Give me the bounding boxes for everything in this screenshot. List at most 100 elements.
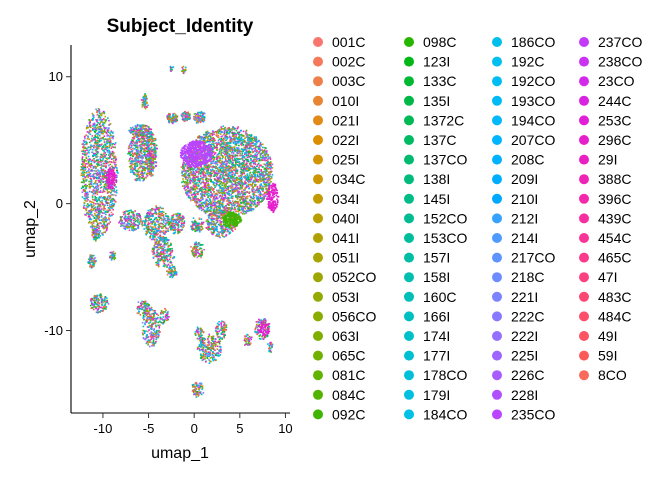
data-point [105, 201, 108, 203]
data-point [216, 158, 218, 160]
data-point [210, 160, 212, 162]
data-point [130, 148, 132, 151]
data-point [104, 210, 107, 213]
data-point [236, 172, 239, 175]
data-point [206, 130, 209, 133]
data-point [96, 206, 99, 208]
data-point [255, 205, 257, 208]
data-point [190, 198, 192, 201]
data-point [261, 200, 263, 202]
data-point [207, 182, 209, 185]
data-point [190, 194, 193, 196]
data-point [260, 164, 262, 166]
data-point [252, 182, 254, 185]
data-point [112, 137, 114, 140]
data-point [256, 155, 258, 157]
data-point [190, 168, 193, 171]
data-point [235, 188, 238, 190]
data-point [85, 208, 87, 211]
data-point [96, 208, 99, 210]
data-point [198, 200, 201, 203]
data-point [88, 212, 90, 214]
data-point [95, 220, 98, 222]
data-point [210, 162, 212, 165]
data-point [92, 198, 95, 201]
data-point [229, 208, 231, 210]
data-point [256, 142, 258, 144]
data-point [234, 159, 236, 162]
data-point [97, 172, 99, 175]
data-point [225, 189, 228, 192]
data-point [247, 183, 250, 186]
data-point [233, 174, 236, 177]
data-point [205, 209, 207, 212]
data-point [246, 146, 248, 148]
data-point [143, 148, 145, 150]
data-point [223, 130, 226, 133]
data-point [182, 163, 184, 166]
data-point [95, 155, 98, 158]
data-point [106, 191, 109, 193]
data-point [109, 206, 112, 209]
data-point [94, 214, 97, 216]
data-point [205, 182, 208, 184]
data-point [87, 136, 89, 138]
data-point [205, 175, 207, 178]
data-point [90, 191, 93, 193]
data-point [108, 218, 110, 220]
data-point [186, 167, 189, 169]
data-point [250, 175, 252, 178]
data-point [215, 135, 218, 137]
data-point [253, 161, 255, 164]
data-point [264, 185, 267, 187]
data-point [255, 157, 258, 159]
data-point [182, 165, 184, 168]
data-point [193, 183, 195, 186]
data-point [253, 175, 256, 177]
data-point [103, 112, 105, 115]
data-point [267, 173, 269, 175]
data-point [103, 122, 106, 124]
data-point [93, 212, 96, 215]
data-point [136, 165, 139, 167]
data-point [243, 171, 245, 173]
data-point [251, 150, 254, 153]
data-point [245, 202, 247, 204]
data-point [218, 143, 220, 145]
data-point [222, 141, 225, 143]
data-point [214, 160, 217, 163]
data-point [103, 165, 106, 167]
data-point [229, 190, 231, 192]
data-point [112, 136, 114, 139]
data-point [84, 154, 86, 156]
data-point [142, 154, 145, 156]
data-point [216, 131, 218, 134]
data-point [208, 201, 211, 204]
data-point [103, 224, 105, 227]
data-point [103, 223, 105, 225]
data-point [190, 188, 192, 191]
data-point [265, 191, 268, 194]
data-point [188, 165, 191, 168]
data-point [238, 192, 241, 195]
data-point [217, 134, 220, 137]
data-point [84, 159, 86, 161]
data-point [202, 194, 205, 197]
data-point [266, 166, 268, 169]
data-point [134, 148, 136, 150]
data-point [256, 196, 259, 199]
data-point [215, 185, 217, 187]
data-point [205, 202, 208, 205]
data-point [210, 143, 213, 145]
data-point [83, 136, 86, 138]
data-point [210, 180, 212, 183]
data-point [250, 184, 253, 187]
data-point [87, 170, 89, 172]
data-point [129, 171, 132, 173]
data-point [133, 141, 135, 144]
data-point [211, 187, 213, 190]
data-point [204, 150, 207, 152]
data-point [247, 169, 250, 172]
data-point [241, 195, 244, 197]
data-point [269, 161, 272, 163]
